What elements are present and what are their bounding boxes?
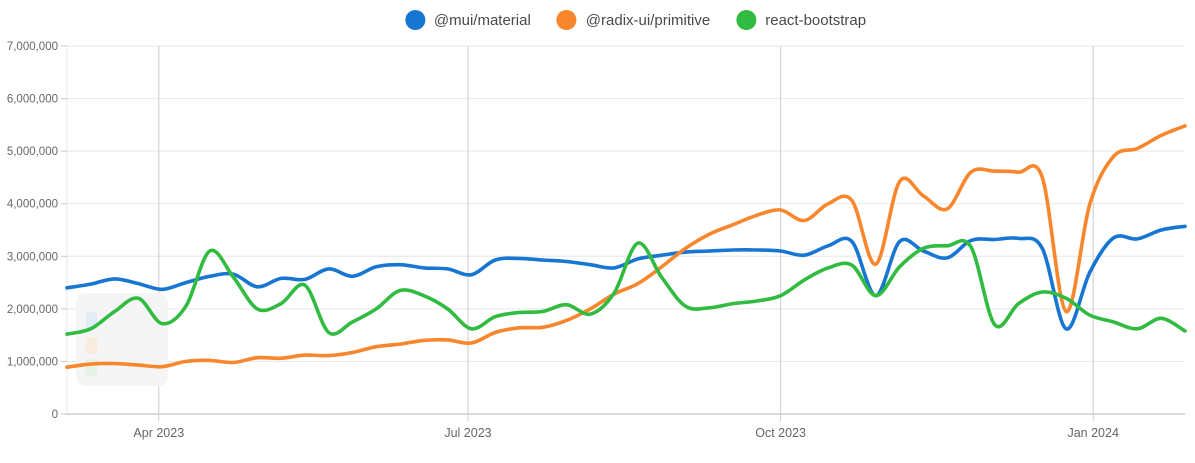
y-tick-label: 1,000,000 bbox=[7, 356, 58, 368]
series-line-mui-material[interactable] bbox=[65, 224, 1187, 331]
y-tick-label: 7,000,000 bbox=[7, 41, 58, 53]
legend-item-radix-ui-primitive[interactable]: @radix-ui/primitive bbox=[556, 10, 711, 30]
legend-item-react-bootstrap[interactable]: react-bootstrap bbox=[736, 10, 866, 30]
x-tick-label: Jul 2023 bbox=[444, 426, 491, 440]
x-tick-label: Jan 2024 bbox=[1067, 426, 1118, 440]
series-line-radix-ui-primitive[interactable] bbox=[65, 124, 1187, 369]
legend-color-dot bbox=[404, 10, 425, 30]
legend-label: react-bootstrap bbox=[765, 11, 867, 29]
ghost-tooltip-chip bbox=[86, 359, 97, 376]
legend-color-dot bbox=[556, 10, 577, 30]
chart-legend: @mui/material @radix-ui/primitive react-bo… bbox=[404, 10, 866, 30]
legend-label: @mui/material bbox=[433, 11, 531, 29]
y-tick-label: 4,000,000 bbox=[7, 199, 58, 211]
legend-color-dot bbox=[736, 10, 757, 30]
legend-item-mui-material[interactable]: @mui/material bbox=[404, 10, 531, 30]
y-tick-label: 3,000,000 bbox=[7, 251, 58, 263]
x-tick-label: Oct 2023 bbox=[755, 426, 806, 440]
y-tick-label: 0 bbox=[52, 409, 58, 421]
y-tick-label: 5,000,000 bbox=[7, 146, 58, 158]
series-line-react-bootstrap[interactable] bbox=[65, 238, 1187, 336]
legend-label: @radix-ui/primitive bbox=[585, 11, 711, 29]
y-tick-label: 2,000,000 bbox=[7, 304, 58, 316]
ghost-tooltip-chip bbox=[86, 337, 97, 354]
y-tick-label: 6,000,000 bbox=[7, 94, 58, 106]
x-tick-label: Apr 2023 bbox=[133, 426, 184, 440]
